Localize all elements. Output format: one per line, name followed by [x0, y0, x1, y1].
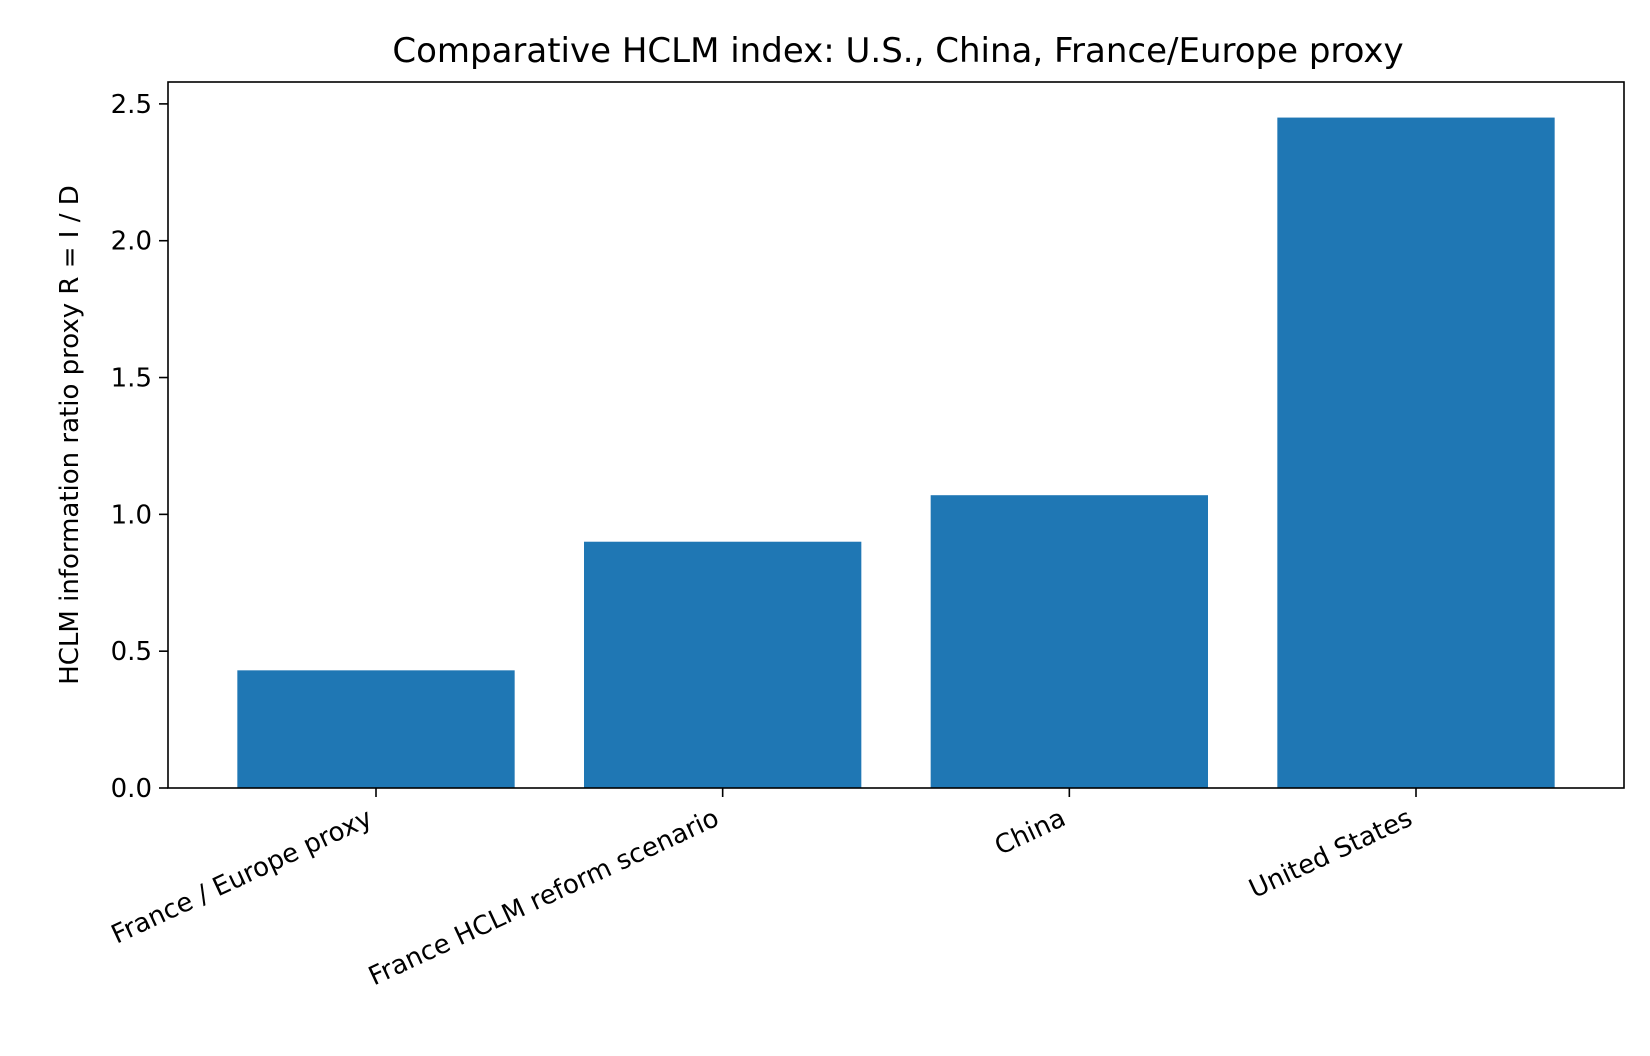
- y-tick-label: 1.0: [111, 500, 152, 530]
- y-tick-label: 2.5: [111, 90, 152, 120]
- y-tick-label: 0.5: [111, 637, 152, 667]
- x-tick-label: France HCLM reform scenario: [364, 803, 724, 992]
- y-tick-label: 2.0: [111, 227, 152, 257]
- x-tick-label: France / Europe proxy: [107, 803, 377, 950]
- x-tick-label: China: [990, 803, 1070, 862]
- bars-group: [237, 117, 1555, 788]
- bar-france-europe-proxy: [237, 670, 515, 788]
- x-tick-label: United States: [1245, 803, 1417, 905]
- y-axis-ticks: 0.0 0.5 1.0 1.5 2.0 2.5: [111, 90, 168, 804]
- y-tick-label: 1.5: [111, 364, 152, 394]
- chart-title: Comparative HCLM index: U.S., China, Fra…: [392, 31, 1403, 71]
- plot-area-frame: [167, 81, 1625, 789]
- bar-france-hclm-reform-scenario: [584, 541, 862, 788]
- y-tick-label: 0.0: [111, 774, 152, 804]
- bar-china: [930, 495, 1208, 788]
- bar-united-states: [1277, 117, 1555, 788]
- y-axis-label: HCLM information ratio proxy R = I / D: [55, 185, 85, 685]
